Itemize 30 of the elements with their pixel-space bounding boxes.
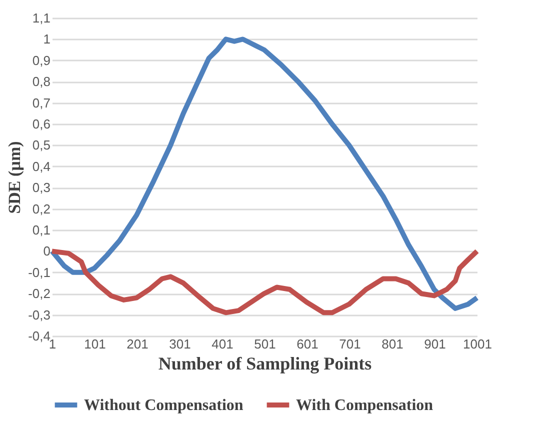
x-tick-label: 401 — [212, 336, 234, 352]
x-axis-title: Number of Sampling Points — [158, 354, 372, 374]
y-tick-label: 1 — [43, 32, 50, 47]
x-tick-label: 801 — [382, 336, 404, 352]
y-tick-label: 1,1 — [32, 10, 50, 26]
y-tick-label: 0,5 — [32, 138, 50, 153]
x-tick-label: 701 — [339, 336, 361, 352]
y-tick-label: -0,2 — [28, 286, 50, 302]
y-tick-label: 0 — [43, 244, 50, 259]
x-tick-label: 101 — [84, 336, 106, 352]
y-tick-label: -0,4 — [28, 328, 50, 344]
y-tick-label: 0,3 — [32, 180, 50, 196]
x-tick-label: 901 — [424, 336, 446, 352]
y-tick-label: 0,8 — [32, 74, 50, 90]
x-tick-label: 501 — [254, 336, 276, 352]
y-tick-label: 0,7 — [32, 95, 50, 110]
y-tick-label: 0,2 — [32, 201, 50, 216]
legend-label: With Compensation — [296, 397, 434, 414]
y-tick-label: -0,1 — [28, 264, 50, 280]
y-tick-label: 0,1 — [32, 222, 50, 238]
y-tick-label: 0,4 — [32, 158, 50, 174]
y-axis-title: SDE (µm) — [5, 141, 24, 214]
x-tick-label: 601 — [296, 336, 318, 352]
x-tick-label: 1001 — [463, 336, 492, 352]
y-tick-label: 0,6 — [32, 116, 50, 132]
y-tick-label: 0,9 — [32, 52, 50, 68]
y-tick-label: -0,3 — [28, 307, 50, 322]
x-tick-label: 301 — [169, 336, 191, 352]
legend-label: Without Compensation — [84, 397, 244, 414]
x-tick-label: 201 — [126, 336, 148, 352]
